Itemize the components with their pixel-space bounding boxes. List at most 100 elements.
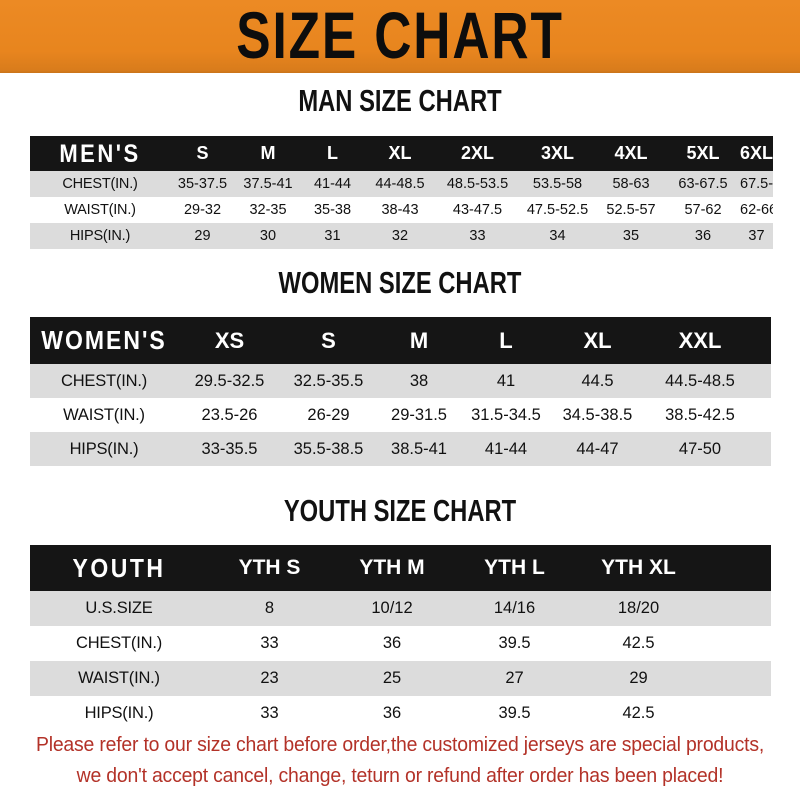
row-label: WAIST(IN.) [30,398,178,432]
table-header-cell: WOMEN'S [30,317,178,364]
table-cell: 29.5-32.5 [178,364,281,398]
table-cell: 53.5-58 [519,171,596,197]
table-cell: 31.5-34.5 [462,398,550,432]
table-header-cell: YTH M [331,545,453,591]
row-label: CHEST(IN.) [30,626,208,661]
table-header-cell: XL [364,136,436,171]
table-cell: 42.5 [576,626,701,661]
table-header-cell: S [281,317,376,364]
table-cell: 36 [331,696,453,731]
table-cell: 47-50 [645,432,755,466]
table-row: WAIST(IN.) 29-32 32-35 35-38 38-43 43-47… [30,197,773,223]
table-cell: 8 [208,591,331,626]
table-cell [701,661,771,696]
table-cell: 23 [208,661,331,696]
table-header-cell: YOUTH [30,545,208,591]
table-cell: 39.5 [453,696,576,731]
table-cell [701,626,771,661]
table-cell: 41-44 [462,432,550,466]
table-header-cell: 6XL [740,136,773,171]
table-cell: 34.5-38.5 [550,398,645,432]
table-cell: 63-67.5 [666,171,740,197]
table-cell: 35.5-38.5 [281,432,376,466]
table-cell: 44-47 [550,432,645,466]
table-cell: 35-37.5 [170,171,235,197]
table-header-cell: YTH XL [576,545,701,591]
page-header-banner: SIZE CHART [0,0,800,73]
row-label: WAIST(IN.) [30,661,208,696]
table-header-cell: 3XL [519,136,596,171]
table-header-cell [755,317,771,364]
table-cell: 33 [436,223,519,249]
table-cell: 38.5-41 [376,432,462,466]
table-cell: 37.5-41 [235,171,301,197]
row-label: HIPS(IN.) [30,223,170,249]
man-size-table: MEN'S S M L XL 2XL 3XL 4XL 5XL 6XL CHEST… [30,136,773,249]
table-cell: 26-29 [281,398,376,432]
page-title: SIZE CHART [236,0,564,72]
table-cell: 44.5-48.5 [645,364,755,398]
table-row: HIPS(IN.) 33 36 39.5 42.5 [30,696,771,731]
table-cell [701,696,771,731]
table-cell: 34 [519,223,596,249]
table-header-cell: L [462,317,550,364]
table-cell: 58-63 [596,171,666,197]
table-cell: 32-35 [235,197,301,223]
row-label: HIPS(IN.) [30,432,178,466]
table-cell: 29-32 [170,197,235,223]
table-cell: 32.5-35.5 [281,364,376,398]
table-row: CHEST(IN.) 29.5-32.5 32.5-35.5 38 41 44.… [30,364,771,398]
table-header-cell: YTH S [208,545,331,591]
table-cell: 14/16 [453,591,576,626]
youth-section-title: YOUTH SIZE CHART [283,494,517,528]
table-cell [755,398,771,432]
table-cell: 35 [596,223,666,249]
man-section-title: MAN SIZE CHART [298,84,502,118]
table-cell: 32 [364,223,436,249]
youth-size-table: YOUTH YTH S YTH M YTH L YTH XL U.S.SIZE … [30,545,771,731]
table-cell [755,364,771,398]
table-cell [701,591,771,626]
table-cell: 57-62 [666,197,740,223]
table-header-cell: YTH L [453,545,576,591]
table-cell: 29-31.5 [376,398,462,432]
table-header-row: MEN'S S M L XL 2XL 3XL 4XL 5XL 6XL [30,136,773,171]
row-label: WAIST(IN.) [30,197,170,223]
table-cell: 42.5 [576,696,701,731]
table-cell: 25 [331,661,453,696]
table-header-cell: XS [178,317,281,364]
footer-note-line-2: we don't accept cancel, change, teturn o… [76,765,724,787]
footer-note: Please refer to our size chart before or… [0,730,800,792]
table-cell: 67.5-72 [740,171,773,197]
table-row: U.S.SIZE 8 10/12 14/16 18/20 [30,591,771,626]
table-header-row: WOMEN'S XS S M L XL XXL [30,317,771,364]
table-cell: 37 [740,223,773,249]
table-cell: 44.5 [550,364,645,398]
table-header-cell: L [301,136,364,171]
table-header-cell: 4XL [596,136,666,171]
table-row: CHEST(IN.) 33 36 39.5 42.5 [30,626,771,661]
women-section-title: WOMEN SIZE CHART [278,266,522,300]
table-header-cell [701,545,771,591]
table-cell: 18/20 [576,591,701,626]
table-header-cell: XXL [645,317,755,364]
table-header-cell: XL [550,317,645,364]
table-cell: 47.5-52.5 [519,197,596,223]
table-header-cell: MEN'S [30,136,170,171]
table-cell: 41 [462,364,550,398]
table-cell: 23.5-26 [178,398,281,432]
table-cell: 41-44 [301,171,364,197]
row-label: CHEST(IN.) [30,171,170,197]
table-row: WAIST(IN.) 23.5-26 26-29 29-31.5 31.5-34… [30,398,771,432]
table-cell: 30 [235,223,301,249]
table-cell: 29 [576,661,701,696]
row-label: CHEST(IN.) [30,364,178,398]
table-cell: 39.5 [453,626,576,661]
table-cell: 31 [301,223,364,249]
table-header-cell: M [235,136,301,171]
table-cell: 44-48.5 [364,171,436,197]
footer-note-line-1: Please refer to our size chart before or… [35,734,765,756]
table-cell: 38.5-42.5 [645,398,755,432]
row-label: U.S.SIZE [30,591,208,626]
table-header-cell: 2XL [436,136,519,171]
